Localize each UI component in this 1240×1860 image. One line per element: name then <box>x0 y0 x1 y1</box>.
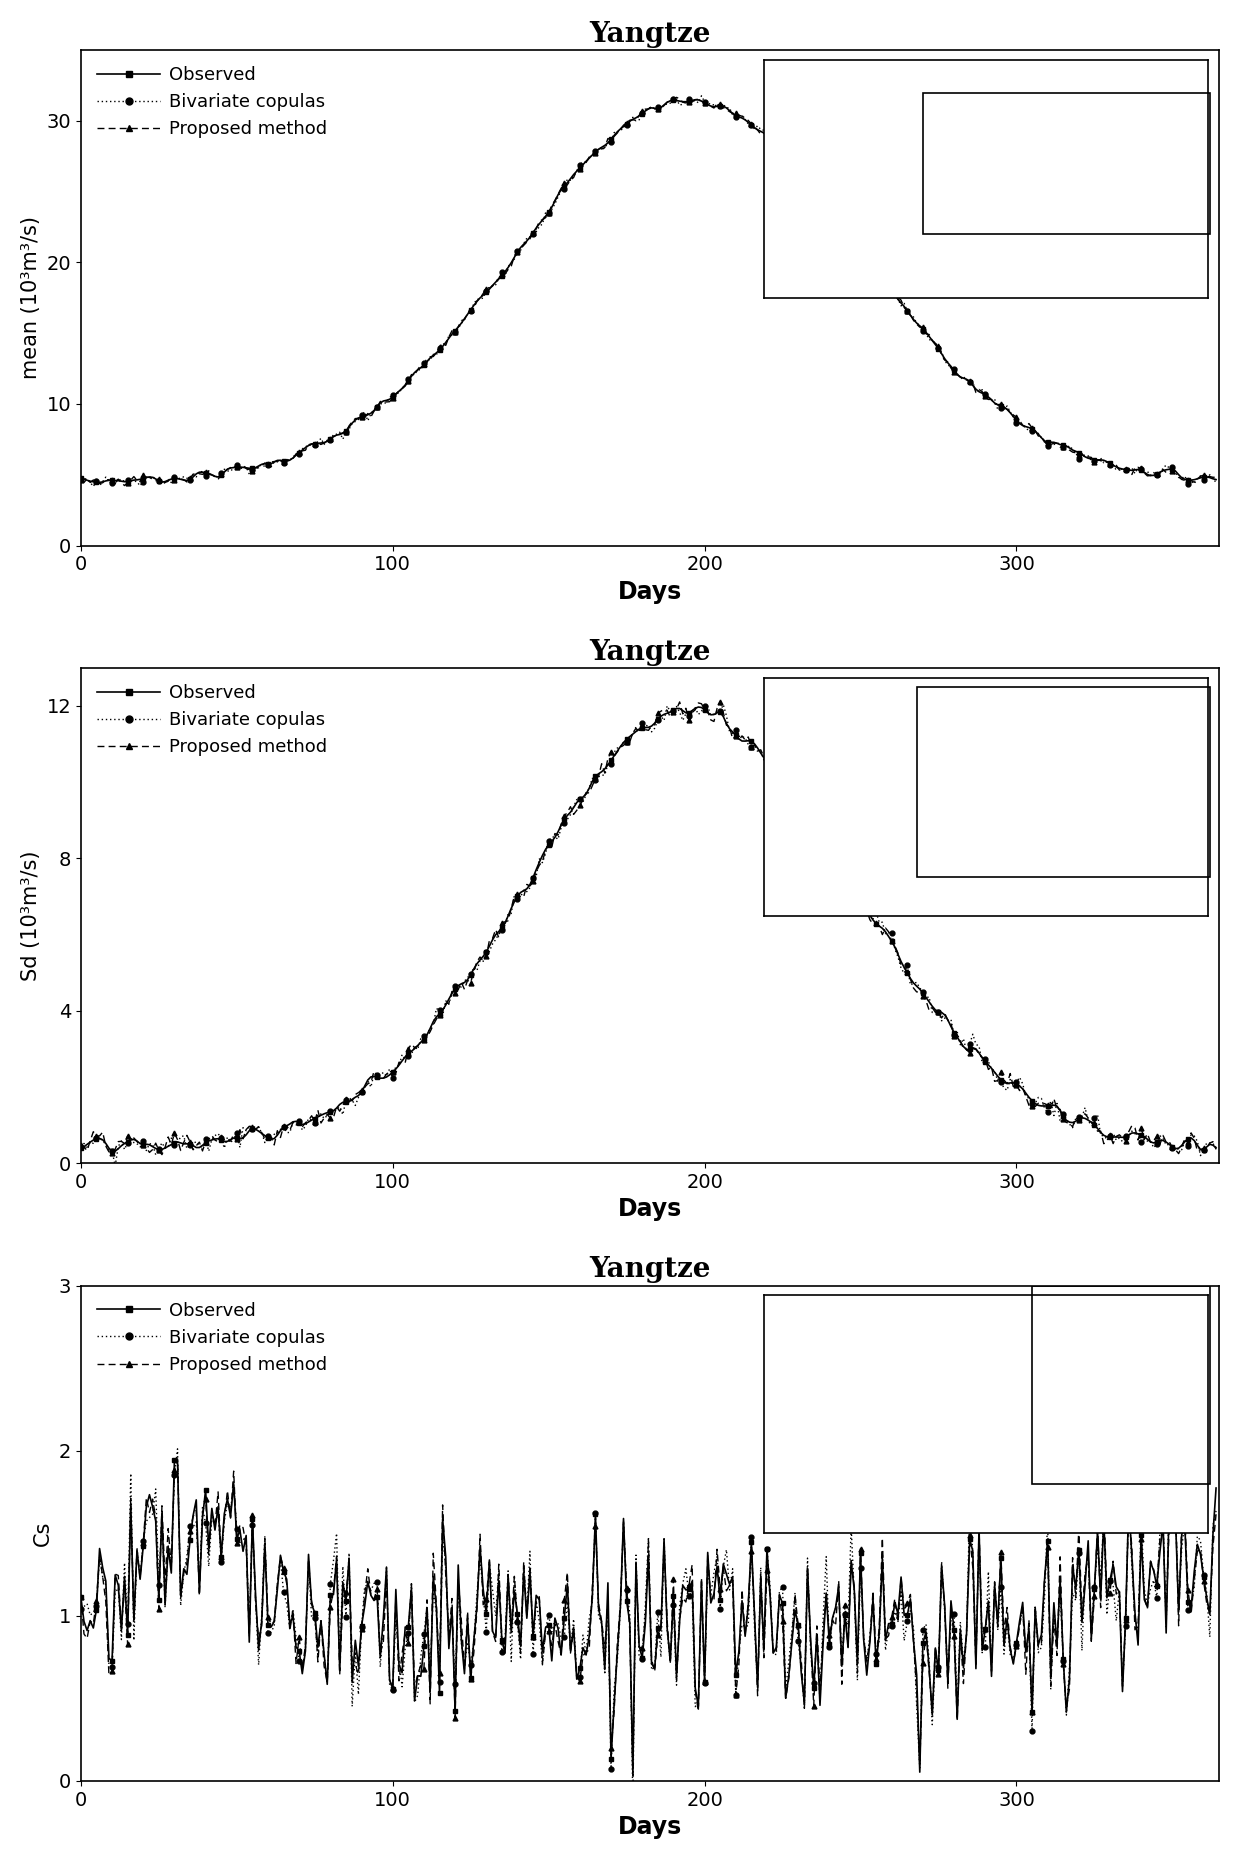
Y-axis label: Sd (10³m³/s): Sd (10³m³/s) <box>21 850 41 980</box>
Legend: Observed, Bivariate copulas, Proposed method: Observed, Bivariate copulas, Proposed me… <box>89 677 335 763</box>
Y-axis label: mean (10³m³/s): mean (10³m³/s) <box>21 216 41 379</box>
X-axis label: Days: Days <box>618 1815 682 1840</box>
Title: Yangtze: Yangtze <box>589 1256 711 1283</box>
Bar <box>916 686 1210 878</box>
Legend: Observed, Bivariate copulas, Proposed method: Observed, Bivariate copulas, Proposed me… <box>89 1295 335 1382</box>
X-axis label: Days: Days <box>618 580 682 605</box>
Title: Yangtze: Yangtze <box>589 20 711 48</box>
Bar <box>1032 1285 1210 1484</box>
X-axis label: Days: Days <box>618 1198 682 1222</box>
Bar <box>923 93 1210 234</box>
Legend: Observed, Bivariate copulas, Proposed method: Observed, Bivariate copulas, Proposed me… <box>89 60 335 145</box>
Y-axis label: Cs: Cs <box>33 1520 53 1546</box>
Title: Yangtze: Yangtze <box>589 638 711 666</box>
